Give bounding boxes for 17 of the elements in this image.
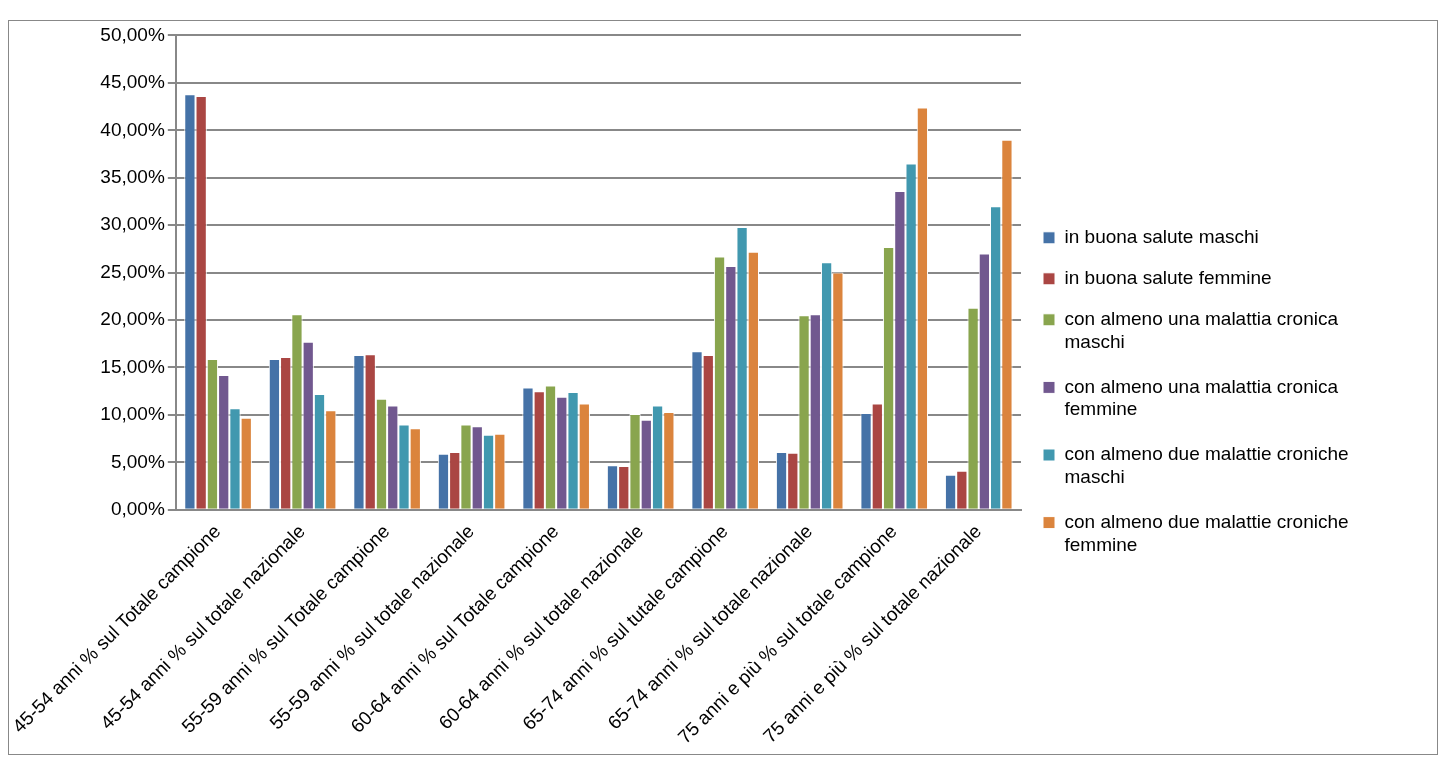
y-tick-label: 50,00% [100, 23, 165, 45]
y-tick-label: 25,00% [100, 260, 165, 282]
y-tick-label: 0,00% [110, 498, 165, 519]
y-tick-label: 5,00% [110, 450, 165, 472]
y-tick-label: 45,00% [100, 71, 165, 93]
legend-label: in buona salute femmine [1064, 267, 1272, 289]
legend-label: con almeno due malattie croniche maschi [1064, 443, 1349, 488]
y-tick-label: 15,00% [100, 355, 165, 377]
y-tick-label: 30,00% [100, 213, 165, 235]
legend-label: in buona salute maschi [1064, 226, 1259, 248]
y-tick-label: 40,00% [100, 118, 165, 140]
legend-label: con almeno una malattia cronica femmine [1064, 375, 1339, 420]
legend-label: con almeno due malattie croniche femmine [1064, 510, 1349, 555]
y-tick-label: 20,00% [100, 308, 165, 330]
y-tick-label: 10,00% [100, 403, 165, 425]
y-tick-label: 35,00% [100, 165, 165, 187]
legend-label: con almeno una malattia cronica maschi [1064, 308, 1339, 352]
